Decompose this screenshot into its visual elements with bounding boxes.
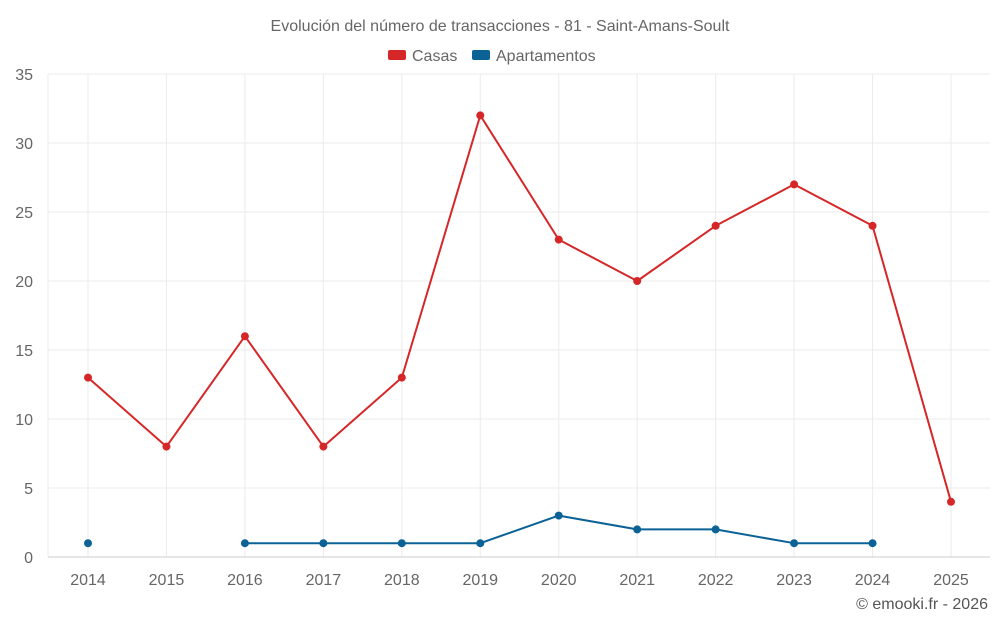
y-tick-label: 20 <box>15 274 33 291</box>
data-point-casas[interactable] <box>476 111 485 120</box>
data-point-apartamentos[interactable] <box>84 539 92 548</box>
data-point-casas[interactable] <box>711 221 720 230</box>
data-point-apartamentos[interactable] <box>790 539 799 548</box>
y-axis-ticks: 0 5 10 15 20 25 30 35 <box>15 67 33 567</box>
x-tick-label: 2014 <box>70 572 106 589</box>
data-point-casas[interactable] <box>319 442 328 451</box>
credit-text: © emooki.fr - 2026 <box>856 596 988 613</box>
y-tick-label: 25 <box>15 205 33 222</box>
x-tick-label: 2021 <box>619 572 655 589</box>
legend-swatch-casas <box>388 50 406 60</box>
data-point-casas[interactable] <box>790 180 799 189</box>
data-point-casas[interactable] <box>633 277 642 285</box>
x-tick-label: 2025 <box>933 572 969 589</box>
data-point-casas[interactable] <box>84 373 92 382</box>
y-tick-label: 0 <box>24 550 33 567</box>
x-tick-label: 2018 <box>384 572 420 589</box>
chart-title: Evolución del número de transacciones - … <box>271 18 730 35</box>
series-apartamentos <box>84 511 877 548</box>
series-layer <box>84 111 955 548</box>
grid <box>47 73 990 557</box>
x-tick-label: 2016 <box>227 572 263 589</box>
legend-item-apartamentos[interactable]: Apartamentos <box>472 48 596 65</box>
x-tick-label: 2020 <box>541 572 577 589</box>
y-tick-label: 5 <box>24 481 33 498</box>
data-point-apartamentos[interactable] <box>554 511 563 520</box>
legend-item-casas[interactable]: Casas <box>388 48 457 65</box>
data-point-casas[interactable] <box>947 497 955 506</box>
x-axis-ticks: 2014 2015 2016 2017 2018 2019 2020 2021 2022 2023… <box>70 572 969 589</box>
data-point-apartamentos[interactable] <box>711 525 720 534</box>
data-point-apartamentos[interactable] <box>633 525 642 534</box>
y-tick-label: 30 <box>15 136 33 153</box>
data-point-casas[interactable] <box>554 235 563 244</box>
data-point-casas[interactable] <box>240 332 249 341</box>
x-tick-label: 2022 <box>698 572 734 589</box>
data-point-apartamentos[interactable] <box>868 539 877 548</box>
data-point-apartamentos[interactable] <box>319 539 328 548</box>
x-tick-label: 2024 <box>855 572 891 589</box>
legend-swatch-apartamentos <box>472 50 490 60</box>
x-tick-label: 2017 <box>306 572 342 589</box>
data-point-casas[interactable] <box>397 373 406 382</box>
y-tick-label: 35 <box>15 67 33 84</box>
data-point-apartamentos[interactable] <box>397 539 406 548</box>
legend[interactable]: Casas Apartamentos <box>388 48 596 65</box>
legend-label-casas: Casas <box>412 48 457 65</box>
x-tick-label: 2019 <box>462 572 498 589</box>
series-casas <box>84 111 955 506</box>
y-tick-label: 10 <box>15 412 33 429</box>
data-point-casas[interactable] <box>868 221 877 230</box>
x-tick-label: 2015 <box>149 572 185 589</box>
y-tick-label: 15 <box>15 343 33 360</box>
legend-label-apartamentos: Apartamentos <box>496 48 596 65</box>
data-point-apartamentos[interactable] <box>476 539 485 548</box>
data-point-casas[interactable] <box>162 442 171 451</box>
x-tick-label: 2023 <box>776 572 812 589</box>
data-point-apartamentos[interactable] <box>240 539 249 548</box>
series-line-casas <box>87 114 952 503</box>
